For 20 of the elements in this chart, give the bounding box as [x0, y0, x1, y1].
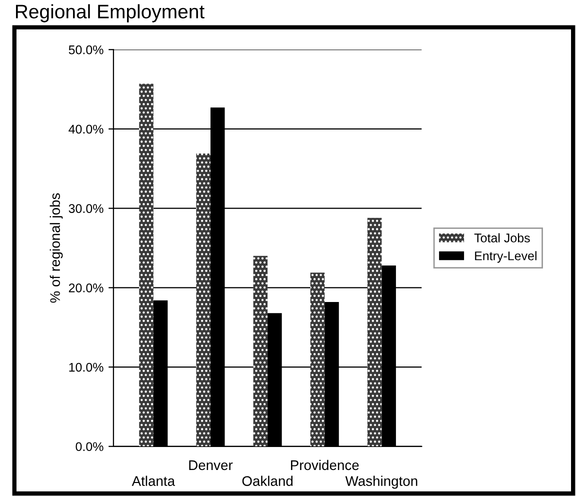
bar	[139, 84, 154, 446]
chart-title: Regional Employment	[16, 4, 204, 22]
y-tick-label: 30.0%	[68, 204, 104, 213]
y-tick-label: 10.0%	[69, 362, 104, 372]
bar	[310, 272, 325, 446]
x-tick-label: Denver	[189, 460, 233, 470]
y-tick-label: 20.0%	[68, 283, 104, 292]
x-tick-label: Washington	[345, 476, 418, 489]
y-axis-title: % of regional jobs	[50, 193, 63, 303]
x-tick-label: Oakland	[242, 476, 293, 486]
x-tick-label: Atlanta	[132, 476, 176, 486]
legend-label: Total Jobs	[474, 233, 530, 242]
bar	[367, 218, 382, 446]
legend-label: Entry-Level	[475, 251, 536, 263]
y-tick-label: 50.0%	[68, 45, 104, 54]
y-tick-label: 0.0%	[76, 442, 104, 452]
bar	[196, 154, 210, 446]
y-tick-label: 40.0%	[68, 124, 104, 134]
x-tick-label: Providence	[291, 460, 359, 470]
bar	[253, 256, 268, 446]
